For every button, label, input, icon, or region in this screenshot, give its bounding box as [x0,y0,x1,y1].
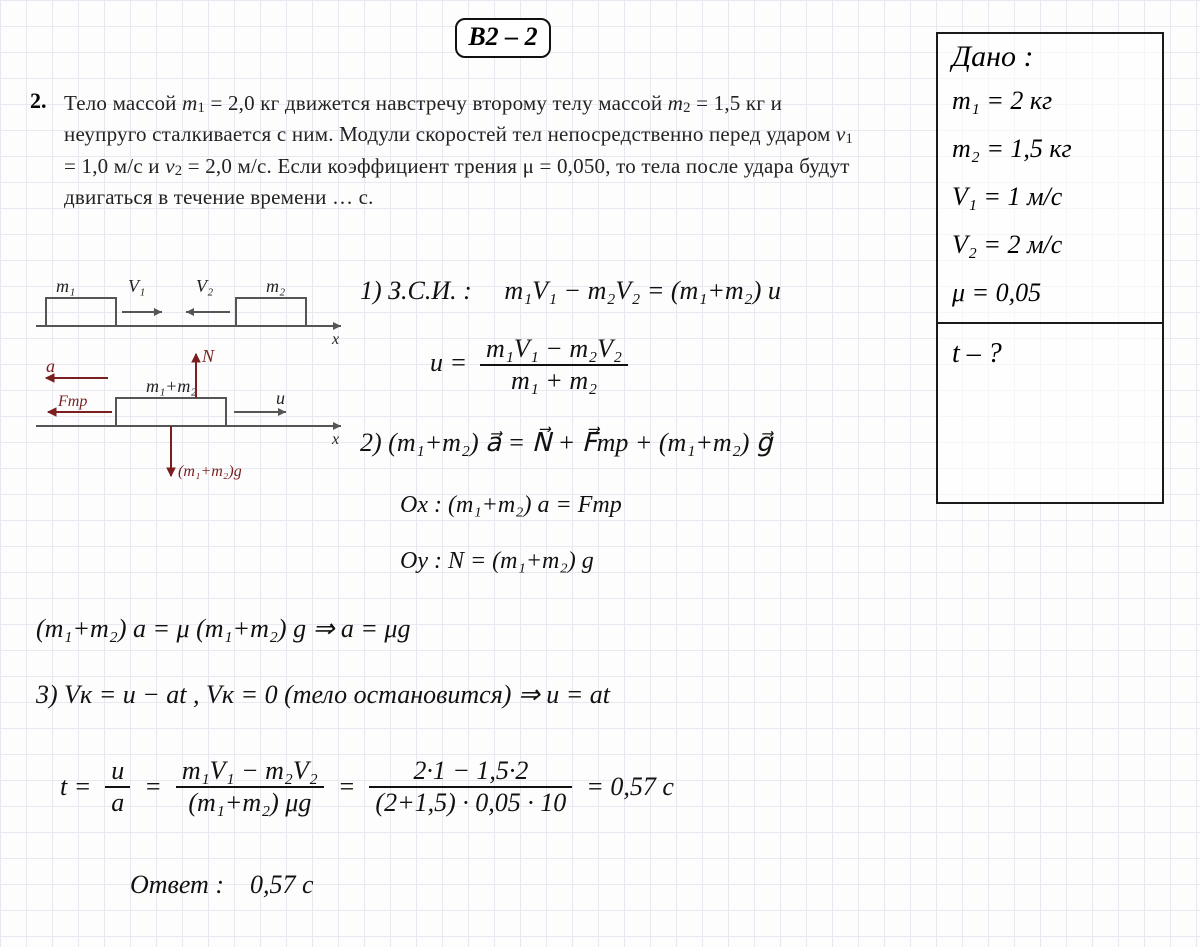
u-numerator: m₁V₁ − m₂V₂ [480,334,628,366]
t-frac3-num: 2·1 − 1,5·2 [369,756,572,788]
diag-m1: m₁ [56,276,75,296]
t-frac3-den: (2+1,5) · 0,05 · 10 [369,788,572,818]
step1-text: 1) З.С.И. : [360,276,472,305]
given-box: Дано : m₁ = 2 кг m₂ = 1,5 кг V₁ = 1 м/с … [936,32,1164,504]
given-item: m₁ = 2 кг [938,74,1162,122]
diag-a: a [46,356,55,376]
diag-x2: x [331,431,339,448]
u-lhs: u = [430,348,467,377]
diag-weight: (m₁+m₂)g [178,463,242,480]
diag-combined: m₁+m₂ [146,376,197,396]
given-item: m₂ = 1,5 кг [938,122,1162,170]
eq-ox: Ox : (m₁+m₂) a = Fтр [400,492,622,519]
header-label: В2 – 2 [468,22,537,51]
answer-label: Ответ : [130,870,224,899]
diag-Ftr: Fтр [57,393,87,410]
diag-x1: x [331,331,339,348]
eq-oy: Oy : N = (m₁+m₂) g [400,548,594,575]
step3: 3) Vк = u − at , Vк = 0 (тело остановитс… [36,680,610,710]
eq-friction: (m₁+m₂) a = μ (m₁+m₂) g ⇒ a = μg [36,614,410,644]
t-frac1-den: a [105,788,130,818]
given-title: Дано : [938,34,1162,74]
problem-number: 2. [30,88,47,114]
given-item: μ = 0,05 [938,266,1162,314]
t-equation: t = u a = m₁V₁ − m₂V₂ (m₁+m₂) μg = 2·1 −… [60,756,674,818]
diag-m2: m₂ [266,276,285,296]
given-item: V₂ = 2 м/с [938,218,1162,266]
problem-text: Тело массой m1 = 2,0 кг движется навстре… [64,88,854,212]
t-result: = 0,57 c [586,772,674,802]
given-find: t – ? [938,324,1162,376]
step1-label: 1) З.С.И. : m₁V₁ − m₂V₂ = (m₁+m₂) u [360,276,781,306]
collision-diagram: m₁ m₂ V₁ V₂ x m₁+m₂ u x N a Fтр (m₁+m₂)g [36,266,356,496]
t-frac2-den: (m₁+m₂) μg [176,788,324,818]
header-box: В2 – 2 [455,18,551,58]
diag-v2: V₂ [196,276,213,296]
eq-momentum: m₁V₁ − m₂V₂ = (m₁+m₂) u [504,276,781,305]
t-frac1-num: u [105,756,130,788]
answer-value: 0,57 c [250,870,314,899]
diag-u: u [276,388,285,408]
u-equation: u = m₁V₁ − m₂V₂ m₁ + m₂ [430,334,628,396]
t-eq2: = [338,772,356,802]
t-frac2-num: m₁V₁ − m₂V₂ [176,756,324,788]
t-lhs: t = [60,772,91,802]
t-eq1: = [144,772,162,802]
step2-newton: 2) (m₁+m₂) a⃗ = N⃗ + F⃗тр + (m₁+m₂) g⃗ [360,428,772,458]
diag-v1: V₁ [128,276,145,296]
u-denominator: m₁ + m₂ [480,366,628,396]
given-item: V₁ = 1 м/с [938,170,1162,218]
diag-N: N [201,346,215,366]
answer-line: Ответ : 0,57 c [130,870,314,900]
